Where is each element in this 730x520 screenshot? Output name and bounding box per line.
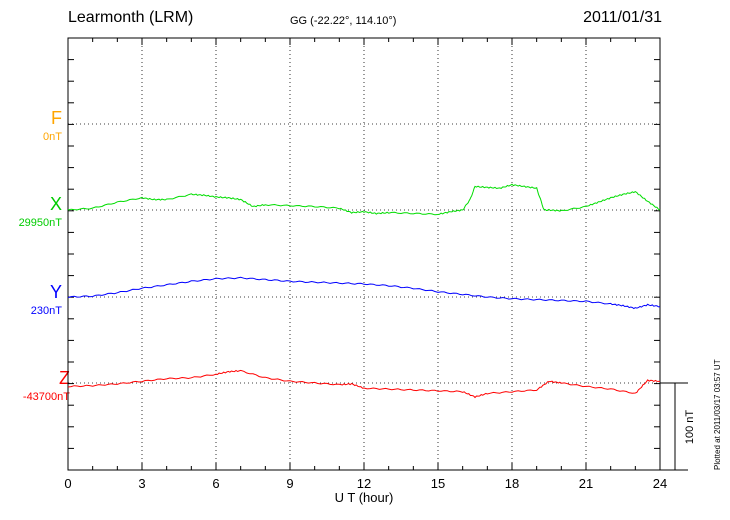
channel-f-name: F — [51, 108, 62, 128]
channel-label-z: Z -43700nT — [0, 368, 70, 403]
channel-f-baseline: 0nT — [43, 131, 62, 143]
channel-y-baseline: 230nT — [30, 305, 62, 317]
x-tick-label-18: 18 — [505, 476, 519, 491]
scale-bar: 100 nT — [660, 382, 696, 471]
station-title: Learmonth (LRM) — [68, 9, 194, 26]
x-tick-label-6: 6 — [212, 476, 219, 491]
x-tick-label-0: 0 — [64, 476, 71, 491]
x-tick-label-9: 9 — [286, 476, 293, 491]
station-coordinates: GG (-22.22°, 114.10°) — [290, 15, 397, 27]
series-line-z — [67, 369, 661, 399]
series-lines — [67, 183, 661, 399]
channel-z-name: Z — [59, 368, 70, 388]
plotted-timestamp: Plotted at 2011/03/17 03:57 UT — [713, 359, 722, 470]
channel-label-x: X 29950nT — [0, 194, 62, 229]
series-line-x — [67, 183, 661, 216]
series-line-y — [67, 276, 661, 310]
channel-z-baseline: -43700nT — [22, 391, 70, 403]
channel-x-baseline: 29950nT — [18, 217, 62, 229]
grid-lines — [68, 38, 660, 470]
x-axis-label: U T (hour) — [335, 490, 394, 505]
x-tick-label-24: 24 — [653, 476, 667, 491]
channel-label-f: F 0nT — [0, 108, 62, 143]
x-tick-label-12: 12 — [357, 476, 371, 491]
x-tick-label-15: 15 — [431, 476, 445, 491]
axis-ticks: 0 3 6 9 12 15 18 21 24 — [64, 37, 667, 491]
channel-y-name: Y — [49, 282, 62, 302]
x-tick-label-3: 3 — [138, 476, 145, 491]
date-label: 2011/01/31 — [583, 9, 662, 26]
x-tick-label-21: 21 — [579, 476, 593, 491]
channel-label-y: Y 230nT — [0, 282, 62, 317]
channel-x-name: X — [49, 194, 62, 214]
scale-bar-label: 100 nT — [684, 410, 696, 445]
